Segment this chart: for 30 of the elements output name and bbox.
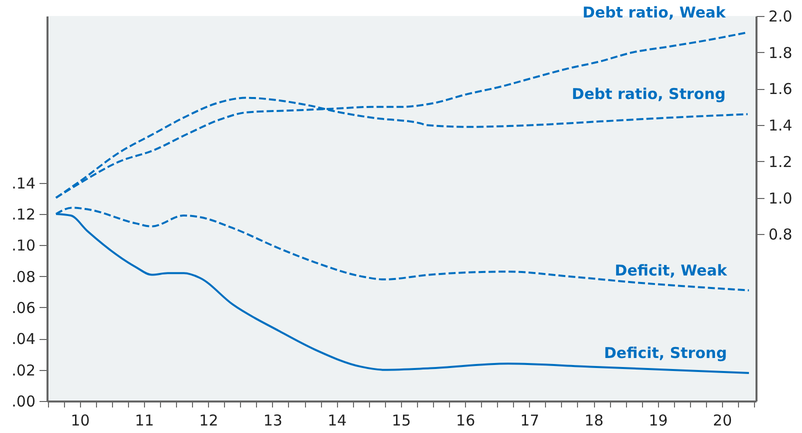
x-tick-label: 11 [134, 412, 154, 430]
y2-tick-label: 1.0 [768, 189, 792, 208]
y-tick-label: .12 [12, 205, 36, 224]
y2-tick-label: 1.2 [768, 152, 792, 171]
x-tick-label: 19 [648, 412, 668, 430]
series-label: Debt ratio, Weak [582, 3, 727, 22]
series-label: Debt ratio, Strong [572, 85, 726, 104]
y-tick-label: .06 [12, 298, 36, 317]
x-tick-label: 17 [520, 412, 540, 430]
x-tick-label: 18 [584, 412, 604, 430]
x-tick-label: 15 [392, 412, 411, 430]
y2-tick-label: 1.6 [768, 80, 792, 98]
x-tick-label: 20 [712, 412, 732, 430]
x-tick-label: 12 [199, 412, 218, 430]
y-tick-label: .04 [12, 330, 36, 348]
x-tick-label: 10 [70, 412, 90, 430]
y2-tick-label: 1.4 [768, 116, 792, 135]
y-tick-label: .02 [12, 361, 36, 380]
x-tick-label: 16 [456, 412, 476, 430]
y2-tick-label: 0.8 [768, 226, 792, 244]
x-tick-label: 14 [328, 412, 347, 430]
series-label: Deficit, Weak [614, 261, 728, 280]
y-tick-label: .14 [12, 174, 36, 192]
y2-tick-label: 2.0 [768, 8, 792, 26]
y-tick-label: .08 [12, 268, 36, 286]
y-tick-label: .10 [12, 236, 36, 255]
series-label: Deficit, Strong [604, 344, 727, 362]
y2-tick-label: 1.8 [768, 44, 792, 62]
y-tick-label: .00 [12, 392, 36, 410]
x-tick-label: 13 [263, 412, 282, 430]
